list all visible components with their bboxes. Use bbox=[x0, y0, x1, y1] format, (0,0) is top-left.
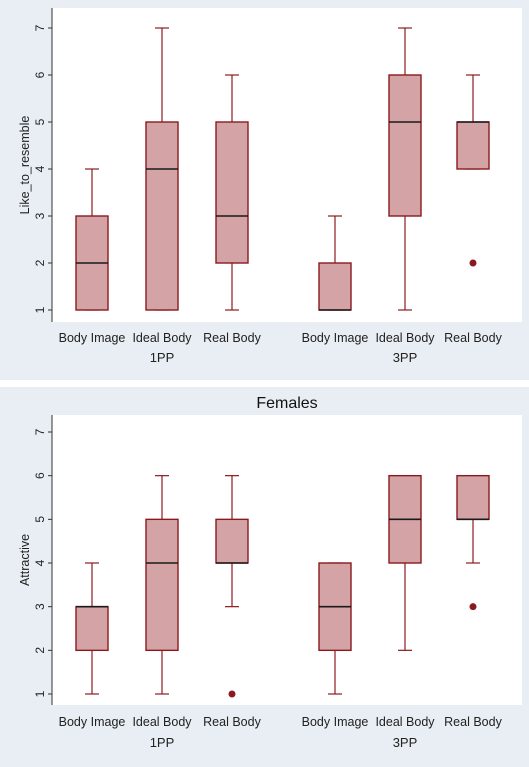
group-label: 3PP bbox=[393, 735, 418, 750]
box-iqr bbox=[215, 518, 249, 564]
category-label: Body Image bbox=[302, 715, 369, 729]
y-axis-title: Like_to_resemble bbox=[18, 116, 32, 215]
category-label: Real Body bbox=[444, 331, 502, 345]
category-label: Body Image bbox=[302, 331, 369, 345]
boxplot-like-to-resemble: 1 2 3 4 5 6 7 Like_to_resemble Body Image Ideal B… bbox=[18, 8, 522, 365]
y-tick-label: 6 bbox=[33, 71, 47, 78]
y-tick-label: 4 bbox=[33, 559, 47, 566]
box-iqr bbox=[318, 262, 352, 311]
category-label: Real Body bbox=[444, 715, 502, 729]
group-label: 3PP bbox=[393, 350, 418, 365]
box-iqr bbox=[75, 605, 109, 652]
chart-panel-like-to-resemble: 1 2 3 4 5 6 7 Like_to_resemble Body Image Ideal B… bbox=[0, 0, 529, 380]
group-label: 1PP bbox=[150, 735, 175, 750]
y-axis-title: Attractive bbox=[18, 534, 32, 586]
category-label: Body Image bbox=[59, 331, 126, 345]
chart-panel-females-attractive: Females 1 2 3 4 5 6 7 Attractive Body Image Ideal … bbox=[0, 387, 529, 767]
y-tick-label: 5 bbox=[33, 516, 47, 523]
category-label: Real Body bbox=[203, 331, 261, 345]
y-tick-label: 6 bbox=[33, 472, 47, 479]
category-label: Ideal Body bbox=[375, 715, 435, 729]
box-iqr bbox=[388, 74, 422, 217]
y-tick-label: 1 bbox=[33, 306, 47, 313]
plot-area bbox=[52, 8, 522, 322]
outlier-point bbox=[469, 603, 477, 611]
y-tick-label: 4 bbox=[33, 165, 47, 172]
boxplot-females-attractive: Females 1 2 3 4 5 6 7 Attractive Body Image Ideal … bbox=[18, 395, 522, 750]
y-tick-label: 5 bbox=[33, 118, 47, 125]
y-tick-label: 7 bbox=[33, 24, 47, 31]
plot-area bbox=[52, 415, 522, 705]
y-tick-label: 2 bbox=[33, 259, 47, 266]
outlier-point bbox=[469, 259, 477, 267]
outlier-point bbox=[228, 690, 236, 698]
box-iqr bbox=[215, 121, 249, 264]
y-tick-label: 3 bbox=[33, 212, 47, 219]
chart-title: Females bbox=[256, 395, 317, 412]
box-iqr bbox=[456, 474, 490, 521]
group-label: 1PP bbox=[150, 350, 175, 365]
category-label: Ideal Body bbox=[132, 715, 192, 729]
category-label: Ideal Body bbox=[375, 331, 435, 345]
y-tick-label: 7 bbox=[33, 428, 47, 435]
y-tick-label: 2 bbox=[33, 647, 47, 654]
category-label: Ideal Body bbox=[132, 331, 192, 345]
category-label: Body Image bbox=[59, 715, 126, 729]
box-iqr bbox=[145, 121, 179, 311]
category-label: Real Body bbox=[203, 715, 261, 729]
y-tick-label: 3 bbox=[33, 603, 47, 610]
box-iqr bbox=[456, 121, 490, 170]
y-tick-label: 1 bbox=[33, 690, 47, 697]
box-iqr bbox=[145, 518, 179, 652]
